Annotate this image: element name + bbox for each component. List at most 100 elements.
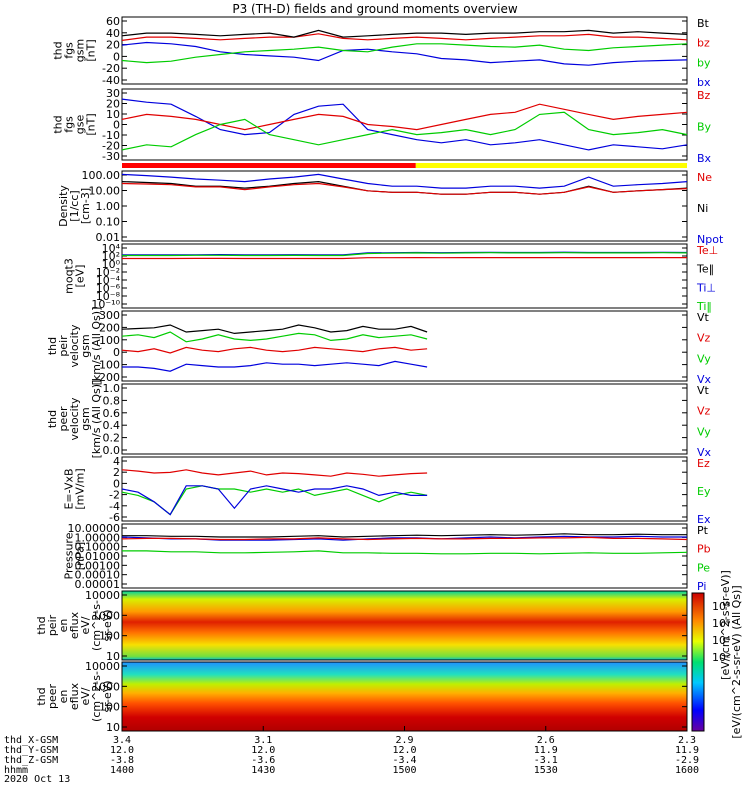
ylabel-fgs_gsm: thdfgsgsm[nT]: [52, 39, 98, 62]
xaxis-tick-label: 12.0: [110, 745, 134, 756]
ytick-label: 100: [99, 701, 120, 714]
series-pressure-Pb: [121, 536, 688, 541]
panel-peer_eflux: 10000100010010thdpeerenefluxeV/(cm^2-s-s…: [35, 660, 688, 734]
xaxis-row-label: thd_X-GSM: [4, 735, 58, 746]
series-peir_velocity-Vx: [122, 360, 428, 372]
ylabel-line: [km/s (All Qs)]: [90, 307, 103, 386]
ytick-label: 200: [99, 321, 120, 334]
series-moat3-Ti‖: [122, 252, 688, 257]
page-title: P3 (TH-D) fields and ground moments over…: [232, 2, 518, 16]
xaxis-tick-label: -3.8: [110, 755, 134, 766]
legend-Bt: Bt: [697, 17, 710, 30]
frame-peir_eflux: [121, 590, 688, 661]
xaxis-tick-label: 1500: [392, 765, 416, 776]
ytick-label: 0.4: [103, 419, 121, 432]
ylabel-moat3: moqt3[eV]: [63, 258, 87, 294]
ytick-label: 30: [106, 87, 120, 100]
frame-efield: [121, 456, 688, 522]
legend-by: by: [697, 56, 711, 69]
ytick-label: 10.00000: [68, 522, 121, 535]
xaxis-tick-label: 1600: [675, 765, 699, 776]
xaxis-tick-label: 12.0: [392, 745, 416, 756]
series-peir_velocity-Vy: [121, 331, 428, 343]
ytick-label: 10: [106, 650, 120, 663]
ylabel-line: Pressure: [63, 532, 76, 579]
ylabel-line: [km/s (All Qs)]: [90, 380, 103, 459]
ylabel-line: Density: [57, 185, 70, 227]
series-fgs_gsm-bz: [121, 33, 688, 41]
series-density-Npot: [121, 173, 688, 189]
ytick-label: 10²: [102, 250, 120, 263]
series-fgs_gsm-bx: [121, 41, 688, 66]
legend-Ti⊥: Ti⊥: [696, 281, 716, 294]
series-peir_velocity-Vz: [121, 346, 428, 354]
ytick-label: 0.6: [103, 407, 121, 420]
ylabel-line: velocity: [68, 324, 81, 367]
legend-Pe: Pe: [697, 561, 710, 574]
panel-pressure: 10.000001.000000.100000.010000.001000.00…: [63, 522, 711, 593]
region-bar-red: [122, 163, 416, 168]
ytick-label: 60: [106, 15, 120, 28]
ylabel-line: thd: [52, 41, 65, 59]
ylabel-line: [nPa]: [74, 542, 87, 570]
series-efield-Ey: [121, 485, 428, 516]
ytick-label: -200: [95, 371, 120, 384]
xaxis-tick-label: 1430: [251, 765, 275, 776]
ytick-label: -10: [102, 129, 120, 142]
legend-Vy: Vy: [697, 425, 711, 438]
ylabel-line: en: [57, 619, 70, 633]
series-peir_velocity-Vt: [121, 324, 428, 335]
legend-Te‖: Te‖: [696, 263, 714, 276]
ylabel-line: fgs: [63, 42, 76, 59]
ytick-label: 10: [106, 108, 120, 121]
xaxis-tick-label: 1530: [534, 765, 558, 776]
ytick-label: 1000: [92, 609, 120, 622]
ylabel-line: [nT]: [85, 113, 98, 135]
ylabel-efield: E=-VxB[mV/m]: [63, 468, 87, 509]
ylabel-fgs_gse: thdfgsgse[nT]: [52, 113, 98, 135]
ylabel-line: eV/: [79, 616, 92, 634]
legend-Pi: Pi: [697, 580, 706, 593]
series-fgs_gsm-by: [121, 43, 688, 64]
ytick-label: 20: [106, 98, 120, 111]
series-moat3-Te⊥: [122, 257, 687, 260]
legend-Te⊥: Te⊥: [696, 244, 718, 257]
colorbar-tick: 10⁴: [712, 634, 731, 647]
ylabel-line: [eV]: [74, 265, 87, 288]
ytick-label: 0.2: [103, 432, 121, 445]
xaxis-tick-label: 1400: [110, 765, 134, 776]
panel-peer_velocity: 1.00.80.60.40.20.0thdpeervelocitygsm[km/…: [46, 380, 712, 459]
colorbar-label-2: [eV/(cm^2-s-sr-eV)]: [719, 570, 732, 680]
xaxis-tick-label: 3.1: [254, 735, 272, 746]
ylabel-line: thd: [46, 410, 59, 428]
ytick-label: 100.00: [82, 169, 121, 182]
ytick-label: -30: [102, 150, 120, 163]
panel-efield: 420-2-4-6 E=-VxB[mV/m] Ez Ey Ex: [63, 455, 711, 526]
series-fgs_gse-Bx: [121, 98, 688, 151]
legend-Ti‖: Ti‖: [696, 300, 712, 313]
frame-peir_velocity: [121, 310, 688, 382]
colorbar-label: [eV/(cm^2-s-sr-eV) (All Qs)]: [730, 585, 743, 738]
series-fgs_gse-By: [121, 111, 688, 151]
ylabel-line: fgs: [63, 116, 76, 133]
ytick-label: 0.10000: [75, 541, 121, 554]
heatmap-peir_eflux: [122, 591, 687, 660]
ylabel-line: thd: [35, 687, 48, 705]
date-label: 2020 Oct 13: [4, 774, 71, 785]
legend-Npot: Npot: [697, 233, 724, 246]
legend-bx: bx: [697, 76, 711, 89]
legend-Bz: Bz: [697, 89, 711, 102]
xaxis-tick-label: 11.9: [675, 745, 699, 756]
ytick-label: 10.00: [89, 185, 121, 198]
panel-peir_velocity: 3002001000-100-200thdpeirvelocitygsm[km/…: [46, 307, 712, 386]
frame-fgs_gse: [121, 88, 688, 161]
xaxis-tick-label: -3.1: [534, 755, 558, 766]
ylabel-line: thd: [46, 337, 59, 355]
legend-Bx: Bx: [697, 152, 712, 165]
ytick-label: -20: [102, 140, 120, 153]
frame-peer_velocity: [121, 383, 688, 455]
colorbar-ramp: [691, 592, 705, 732]
ytick-label: 10⁻²: [96, 266, 120, 279]
series-pressure-Pt: [122, 533, 687, 538]
